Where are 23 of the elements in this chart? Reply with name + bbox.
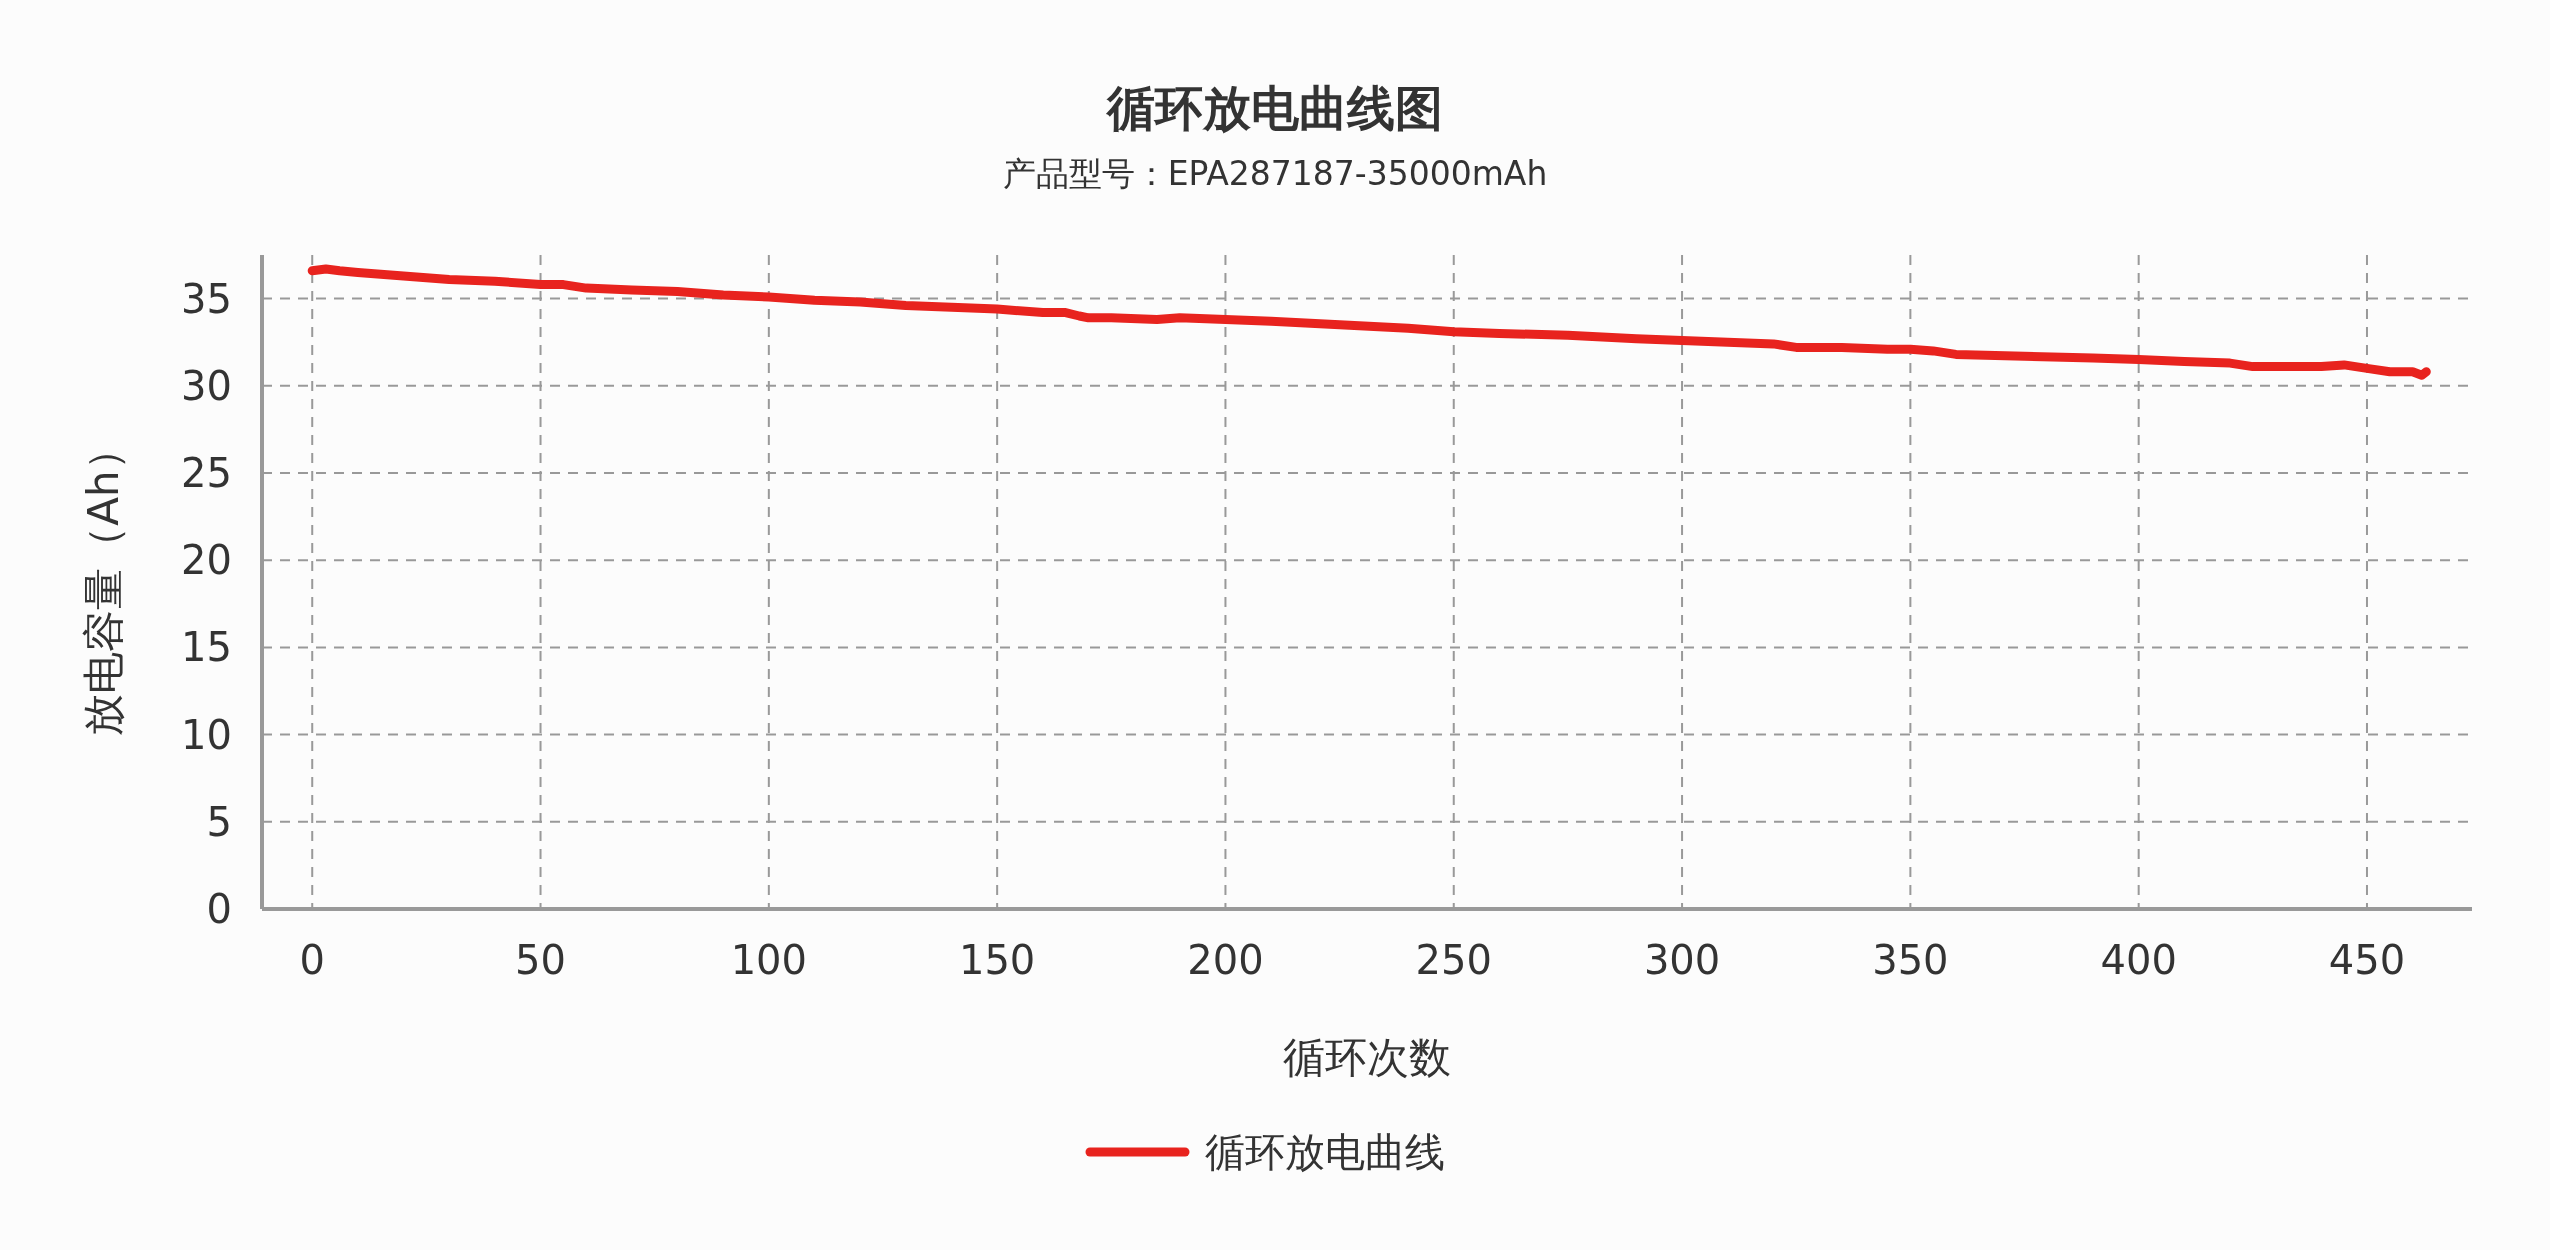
y-tick-label: 0 (206, 886, 232, 932)
chart-title: 循环放电曲线图 (1105, 80, 1443, 136)
x-tick-label: 450 (2328, 937, 2406, 983)
chart-subtitle: 产品型号：EPA287187-35000mAh (1002, 154, 1548, 193)
x-tick-label: 250 (1415, 937, 1492, 983)
x-axis-title: 循环次数 (1283, 1033, 1451, 1082)
y-axis-title: 放电容量（Ah） (79, 428, 128, 736)
x-tick-label: 350 (1872, 937, 1949, 983)
x-tick-label: 400 (2100, 937, 2177, 983)
y-tick-label: 20 (181, 537, 232, 584)
x-tick-label: 150 (958, 937, 1036, 983)
y-tick-label: 10 (181, 711, 232, 758)
y-tick-label: 35 (181, 275, 232, 322)
x-tick-label: 0 (299, 937, 325, 983)
x-tick-label: 300 (1643, 937, 1721, 983)
x-tick-label: 200 (1187, 937, 1264, 983)
x-tick-label: 50 (515, 937, 566, 983)
legend-label: 循环放电曲线 (1205, 1129, 1445, 1175)
y-tick-label: 30 (181, 362, 232, 409)
y-tick-label: 15 (181, 624, 232, 671)
y-tick-label: 5 (206, 798, 232, 845)
y-tick-label: 25 (181, 450, 232, 496)
x-tick-label: 100 (730, 937, 808, 983)
